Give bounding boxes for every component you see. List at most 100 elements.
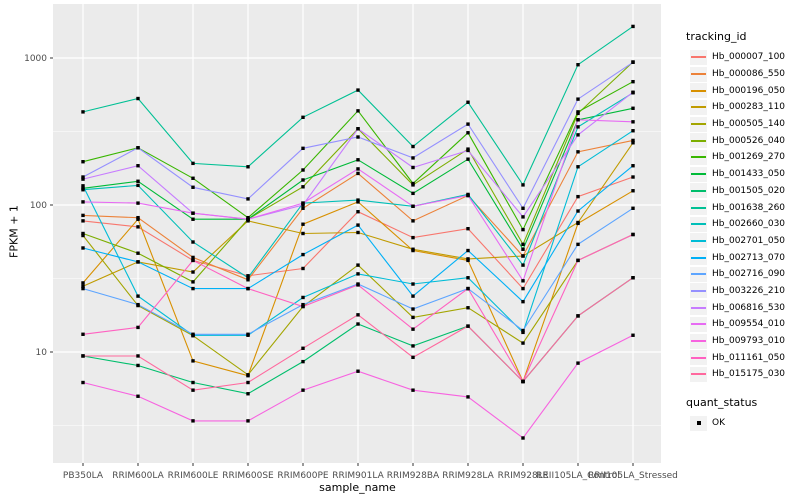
legend-entry: Hb_000505_140 [684,116,800,133]
legend-key-color [691,89,706,92]
legend-entry-label: Hb_000007_100 [712,52,786,63]
legend-key-color [691,206,706,209]
legend-entry: Hb_009554_010 [684,316,800,333]
data-point [191,240,195,244]
data-point [81,160,85,164]
legend-entry: Hb_002713_070 [684,249,800,266]
data-point [81,233,85,238]
data-point [356,369,360,373]
data-point [301,295,305,300]
legend-entry: Hb_002701_050 [684,233,800,250]
legend-entry-label: Hb_000196_050 [712,85,786,96]
data-point [246,274,250,278]
data-point [191,258,195,263]
data-point [191,286,195,291]
legend-entry: Hb_000086_550 [684,66,800,83]
data-point [466,395,470,399]
data-point [576,133,580,137]
data-point [136,302,140,307]
data-point [136,201,140,205]
data-point [411,144,415,149]
legend-key-line-icon [690,250,707,266]
y-tick-label: 10 [36,348,48,358]
legend-entry-label: Hb_015175_030 [712,369,786,380]
data-point [246,286,250,291]
data-point [301,302,305,307]
data-point [631,232,635,237]
x-tick-label: RRII105LA_Control [536,471,619,481]
data-point [301,222,305,226]
data-point [191,359,195,363]
data-point [136,294,140,298]
data-point [411,315,415,320]
data-point [466,226,470,231]
legend-entry-label: Hb_002716_090 [712,269,786,280]
x-tick-label: RRIM600SE [222,471,274,481]
data-point [466,157,470,161]
legend-shape-entry: OK [684,415,800,432]
data-point [356,158,360,162]
data-point [466,257,470,261]
legend-key-color [691,173,706,176]
data-point [521,183,525,187]
data-point [81,213,85,218]
x-tick-label: RRIM928LA [442,471,494,481]
data-point [521,227,525,232]
data-point [301,185,305,189]
legend-entry-label: Hb_002660_030 [712,219,786,230]
data-point [81,110,85,114]
data-point [356,198,360,202]
data-point [356,171,360,176]
legend-entry-label: Hb_011161_050 [712,352,786,363]
data-point [191,255,195,260]
legend-key-color [691,356,706,359]
data-point [631,276,635,280]
data-point [521,215,525,219]
data-point [81,188,85,192]
legend-entry-label: Hb_009793_010 [712,336,786,347]
legend-entry-label: Hb_001505_020 [712,185,786,196]
data-point [136,183,140,188]
legend-key-color [691,239,706,242]
data-point [521,247,525,251]
data-point [301,359,305,364]
data-point [631,333,635,337]
data-point [301,231,305,236]
data-point [466,131,470,135]
data-point [136,354,140,358]
x-tick-label: RRIM928BA [387,471,440,481]
data-point [81,286,85,291]
data-point [81,219,85,223]
data-point [191,332,195,336]
data-point [191,185,195,189]
data-point [356,127,360,131]
legend-entry-label: Hb_002701_050 [712,235,786,246]
data-point [466,122,470,126]
legend-entry: Hb_001269_270 [684,149,800,166]
data-point [136,96,140,101]
data-point [301,203,305,207]
data-point [521,279,525,283]
legend-entry-label: Hb_006816_530 [712,302,786,313]
data-point [521,341,525,345]
data-point [356,223,360,227]
data-point [301,206,305,210]
data-point [246,217,250,221]
legend-key-color [691,273,706,276]
data-point [356,272,360,276]
data-point [246,276,250,280]
data-point [356,313,360,317]
data-point [631,24,635,29]
legend-shape-entries: OK [684,415,800,432]
data-point [301,168,305,172]
legend-key-line-icon [690,316,707,332]
legend-entry-label: Hb_009554_010 [712,319,786,330]
data-point [631,79,635,84]
data-point [466,248,470,253]
data-point [356,135,360,139]
data-point [136,164,140,168]
data-point [301,146,305,151]
data-point [631,129,635,133]
data-point [576,194,580,199]
data-point [411,282,415,286]
